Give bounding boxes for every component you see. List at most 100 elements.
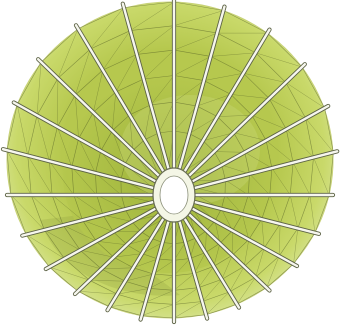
rib-spoke-15 bbox=[106, 217, 165, 312]
mesh-diagonal bbox=[130, 1, 175, 31]
mesh-diagonal bbox=[102, 30, 131, 71]
mesh-diagonal bbox=[173, 301, 203, 319]
mesh-diagonal bbox=[49, 161, 75, 196]
mesh-diagonal bbox=[129, 78, 144, 115]
mesh-diagonal bbox=[293, 228, 299, 265]
mesh-diagonal bbox=[255, 52, 303, 68]
rib-spoke-23 bbox=[74, 24, 165, 173]
rib-spoke-4 bbox=[188, 62, 306, 177]
mesh-diagonal bbox=[292, 162, 311, 196]
mesh-diagonal bbox=[217, 114, 252, 117]
mesh-diagonal bbox=[173, 56, 211, 76]
mesh-diagonal bbox=[16, 104, 29, 156]
mesh-diagonal bbox=[136, 25, 175, 55]
mesh-diagonal bbox=[214, 220, 221, 244]
mesh-diagonal bbox=[221, 208, 233, 231]
mesh-diagonal bbox=[158, 101, 175, 134]
mesh-diagonal bbox=[75, 94, 79, 139]
rib-spoke-22 bbox=[37, 58, 160, 177]
rib-spoke-10 bbox=[188, 213, 271, 292]
mesh-diagonal bbox=[173, 80, 205, 103]
mesh-diagonal bbox=[49, 266, 90, 281]
mesh-diagonal bbox=[95, 172, 122, 196]
mesh-diagonal bbox=[93, 112, 102, 151]
mesh-diagonal bbox=[129, 114, 134, 151]
rib-spoke-14 bbox=[139, 220, 170, 321]
mesh-diagonal bbox=[309, 194, 316, 233]
mesh-diagonal bbox=[202, 132, 234, 141]
rib-spokes bbox=[0, 0, 340, 325]
mesh-diagonal bbox=[125, 273, 154, 282]
mesh-diagonal bbox=[117, 288, 150, 295]
mesh-diagonal bbox=[173, 273, 195, 291]
mesh-diagonal bbox=[145, 290, 175, 303]
mesh-diagonal bbox=[80, 249, 114, 258]
mesh-diagonal bbox=[214, 151, 245, 153]
mesh-diagonal bbox=[115, 54, 138, 93]
mesh-diagonal bbox=[198, 266, 215, 288]
throat-opening bbox=[159, 175, 189, 215]
mesh-diagonal bbox=[202, 279, 222, 302]
mesh-diagonal bbox=[225, 179, 249, 196]
mesh-diagonal bbox=[31, 194, 64, 226]
mesh-diagonal bbox=[285, 82, 325, 109]
mesh-diagonal bbox=[73, 194, 104, 216]
mesh-diagonal bbox=[196, 94, 231, 107]
mesh-diagonal bbox=[153, 260, 175, 275]
mesh-diagonal bbox=[173, 287, 199, 305]
mesh-diagonal bbox=[173, 32, 218, 51]
rib-spoke-16 bbox=[73, 213, 160, 296]
mesh-diagonal bbox=[269, 194, 281, 224]
mesh-diagonal bbox=[143, 49, 175, 80]
mesh-diagonal bbox=[243, 72, 286, 83]
mesh-diagonal bbox=[278, 223, 281, 257]
mesh-diagonal bbox=[44, 229, 81, 251]
mesh-diagonal bbox=[27, 155, 53, 196]
rib-spoke-8 bbox=[194, 200, 321, 236]
mesh-diagonal bbox=[243, 239, 250, 267]
rib-spoke-5 bbox=[191, 104, 330, 183]
mesh-diagonal bbox=[112, 130, 126, 165]
mesh-diagonal bbox=[109, 302, 146, 307]
mesh-diagonal bbox=[213, 243, 221, 267]
mesh-diagonal bbox=[64, 258, 102, 270]
mesh-diagonal bbox=[78, 138, 96, 174]
mesh-diagonal bbox=[313, 157, 330, 196]
mesh-diagonal bbox=[233, 132, 267, 141]
mesh-diagonal bbox=[96, 194, 126, 210]
mesh-diagonal bbox=[77, 290, 118, 295]
mesh-diagonal bbox=[189, 116, 218, 134]
mesh-diagonal bbox=[62, 224, 97, 242]
mesh-diagonal bbox=[210, 52, 256, 57]
mesh-diagonal bbox=[242, 214, 250, 240]
mesh-diagonal bbox=[261, 219, 265, 249]
mesh-diagonal bbox=[266, 256, 280, 288]
mesh-diagonal bbox=[144, 104, 152, 140]
mesh-diagonal bbox=[230, 94, 270, 99]
mesh-diagonal bbox=[173, 105, 198, 132]
mesh-diagonal bbox=[203, 72, 244, 81]
mesh-diagonal bbox=[57, 78, 59, 127]
mesh-diagonal bbox=[71, 166, 97, 196]
mesh-diagonal bbox=[93, 70, 104, 113]
mesh-diagonal bbox=[26, 234, 65, 259]
rib-spoke-2 bbox=[178, 5, 226, 170]
mesh-diagonal bbox=[289, 194, 299, 229]
rib-spoke-9 bbox=[191, 207, 299, 268]
mesh-diagonal bbox=[112, 91, 117, 131]
mesh-diagonal bbox=[249, 173, 270, 196]
mesh-diagonal bbox=[36, 62, 42, 116]
mesh-diagonal bbox=[36, 115, 50, 162]
mesh-diagonal bbox=[141, 304, 175, 316]
mesh-diagonal bbox=[236, 277, 256, 305]
mesh-diagonal bbox=[89, 279, 126, 282]
mesh-diagonal bbox=[149, 275, 175, 289]
mesh-diagonal bbox=[271, 167, 291, 196]
mesh-diagonal bbox=[255, 247, 265, 278]
mesh-diagonal bbox=[101, 267, 134, 270]
rib-spoke-6 bbox=[194, 150, 339, 190]
mesh-diagonal bbox=[57, 126, 73, 167]
mesh-diagonal bbox=[113, 253, 143, 258]
mesh-diagonal bbox=[96, 240, 127, 246]
mesh-diagonal bbox=[133, 258, 158, 269]
